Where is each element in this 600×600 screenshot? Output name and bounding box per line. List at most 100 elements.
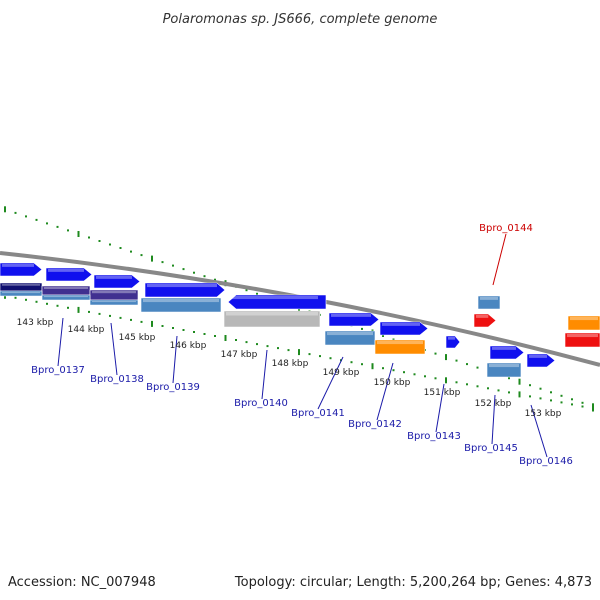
track-dot	[571, 403, 573, 406]
track-dot	[361, 327, 363, 330]
track-dot	[25, 215, 27, 218]
gene-feature-shine	[48, 269, 84, 272]
gene-label: Bpro_0138	[90, 374, 144, 385]
accession-label: Accession: NC_007948	[8, 575, 156, 590]
gene-feature-shine	[476, 315, 489, 318]
gene-feature-shine	[44, 287, 88, 289]
genome-summary: Topology: circular; Length: 5,200,264 bp…	[234, 575, 592, 590]
track-dot	[287, 349, 290, 352]
gene-feature-shine	[529, 355, 547, 358]
track-dot	[140, 320, 143, 323]
tick-label: 146 kbp	[170, 341, 207, 351]
track-dot	[235, 339, 237, 341]
gene-feature-shine	[567, 334, 598, 338]
track-dot	[382, 367, 384, 370]
leader-lines	[57, 233, 548, 458]
track-dot	[203, 333, 206, 335]
track-dot	[56, 225, 59, 228]
track-dot	[182, 329, 185, 331]
track-dot	[403, 371, 405, 374]
track-dot	[424, 375, 426, 378]
tick-label: 151 kbp	[424, 388, 461, 398]
track-dot	[434, 352, 437, 355]
gene-feature-shine	[327, 332, 373, 336]
track-dot	[203, 275, 206, 278]
track-dot	[161, 261, 164, 264]
track-dot	[571, 398, 573, 401]
track-dot	[455, 381, 458, 384]
gene-feature-shine	[96, 276, 132, 279]
track-dot	[329, 357, 332, 360]
gene-feature	[0, 262, 43, 277]
track-dot	[497, 389, 500, 392]
gene-labels: Bpro_0137Bpro_0138Bpro_0139Bpro_0140Bpro…	[31, 223, 573, 467]
gene-feature	[526, 353, 556, 368]
track-dot	[476, 366, 479, 369]
gene-feature-shine	[147, 284, 217, 288]
gene-feature	[144, 282, 226, 298]
track-dot	[98, 240, 101, 242]
gene-leader-line	[110, 322, 118, 376]
track-dot	[445, 354, 447, 361]
track-dot	[46, 222, 48, 225]
track-dot	[109, 314, 111, 317]
gene-leader-line	[57, 317, 64, 367]
gene-label: Bpro_0146	[519, 456, 573, 467]
track-dot	[266, 345, 269, 348]
track-dot	[172, 327, 174, 329]
track-dot	[518, 378, 521, 385]
dotted-track-inner	[4, 292, 594, 412]
gene-feature-shine	[143, 299, 219, 303]
gene-label: Bpro_0144	[479, 223, 533, 234]
track-dot	[35, 300, 38, 303]
track-dot	[539, 387, 542, 390]
track-dot	[550, 399, 552, 402]
gene-leader-line	[317, 356, 344, 410]
gene-leader-line	[261, 349, 268, 400]
track-dot	[476, 385, 479, 388]
tick-label: 145 kbp	[119, 333, 156, 343]
track-dot	[245, 341, 248, 344]
track-dot	[466, 383, 468, 386]
track-dot	[277, 347, 279, 350]
track-dot	[581, 405, 584, 408]
gene-label: Bpro_0145	[464, 443, 518, 454]
gene-leader-line	[530, 404, 548, 458]
track-dot	[214, 335, 216, 337]
gene-feature	[489, 345, 525, 360]
track-dot	[581, 401, 584, 404]
track-dot	[151, 320, 153, 327]
track-dot	[508, 391, 510, 394]
tick-label: 152 kbp	[475, 399, 512, 409]
gene-feature-shine	[226, 312, 318, 316]
tick-label: 149 kbp	[323, 368, 360, 378]
gene-leader-line	[172, 335, 178, 384]
gene-feature	[445, 335, 461, 349]
gene-feature-shine	[382, 323, 420, 326]
gene-feature	[45, 267, 93, 282]
gene-feature	[477, 295, 501, 310]
track-dot	[193, 271, 195, 274]
track-dot	[245, 289, 248, 292]
gene-leader-line	[376, 362, 394, 421]
track-dot	[77, 231, 80, 237]
track-dot	[109, 243, 111, 246]
gene-feature-shine	[2, 284, 40, 286]
gene-features	[0, 262, 600, 378]
gene-feature-shine	[480, 297, 498, 300]
track-dot	[140, 254, 143, 257]
track-dot	[67, 229, 69, 232]
track-dot	[214, 278, 216, 281]
tick-label: 143 kbp	[17, 318, 54, 328]
track-dot	[172, 264, 174, 267]
gene-feature-shine	[92, 301, 136, 303]
track-dot	[592, 405, 594, 412]
gene-feature	[93, 274, 141, 289]
gene-feature	[223, 310, 321, 328]
track-dot	[508, 377, 510, 380]
gene-feature-shine	[230, 296, 318, 300]
tick-label: 150 kbp	[374, 378, 411, 388]
track-dot	[319, 355, 321, 358]
track-dot	[560, 394, 563, 397]
